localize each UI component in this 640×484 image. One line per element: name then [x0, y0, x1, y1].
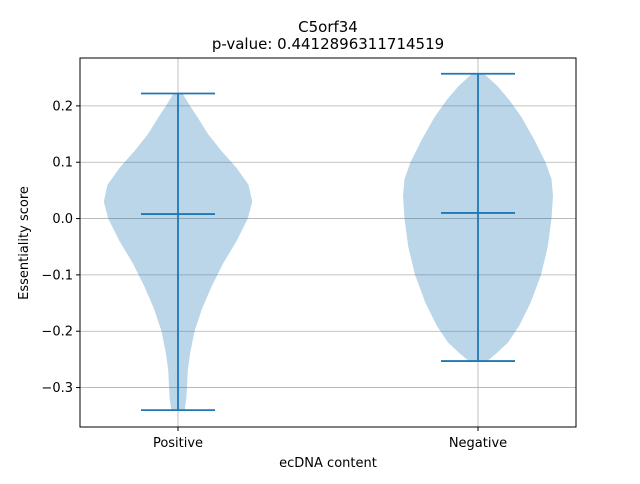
axes-frame [79, 57, 577, 428]
violin-layer [103, 72, 553, 411]
x-tick-label: Negative [449, 436, 507, 451]
chart-title: C5orf34 [298, 18, 358, 36]
y-axis-label: Essentiality score [17, 186, 32, 300]
y-tick-label: −0.2 [41, 325, 73, 340]
x-tick-label: Positive [153, 436, 203, 451]
y-tick-label: 0.0 [52, 212, 73, 227]
y-tick-label: −0.3 [41, 381, 73, 396]
y-tick-label: 0.1 [52, 156, 73, 171]
y-tick-label: −0.1 [41, 268, 73, 283]
x-axis-label: ecDNA content [279, 456, 377, 471]
chart-subtitle: p-value: 0.4412896311714519 [212, 35, 444, 53]
y-tick-label: 0.2 [52, 99, 73, 114]
plot-frame [79, 57, 577, 428]
ticks-layer: −0.3 −0.2 −0.1 0.0 0.1 0.2 Positive Negative [41, 99, 507, 451]
